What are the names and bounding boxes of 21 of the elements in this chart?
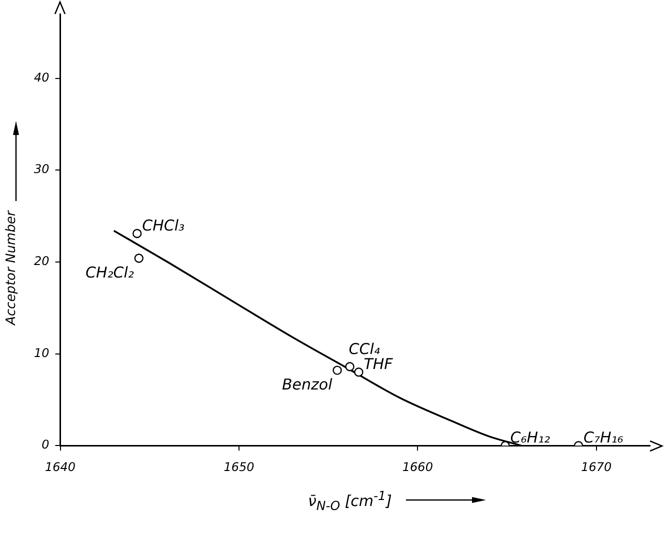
annotation: Benzol xyxy=(282,375,334,394)
y-tick-label: 40 xyxy=(34,70,50,84)
y-axis-title: Acceptor Number xyxy=(4,210,19,325)
annotation: CHCl₃ xyxy=(142,216,185,234)
x-tick-label: 1640 xyxy=(44,460,76,474)
annotation: C₇H₁₆ xyxy=(584,428,624,447)
y-tick-label: 10 xyxy=(34,346,50,360)
annotation: CH₂Cl₂ xyxy=(85,263,134,282)
x-tick-label: 1670 xyxy=(581,460,612,474)
point xyxy=(332,366,342,375)
y-tick-label: 30 xyxy=(34,162,50,176)
x-axis-title: ν̄$_{N-O}$ [cm$^{-1}$] xyxy=(308,488,392,513)
y-tick-label: 20 xyxy=(34,254,50,268)
y-tick-label: 0 xyxy=(42,438,50,452)
x-tick-label: 1650 xyxy=(224,460,255,474)
point xyxy=(354,368,364,377)
x-tick-label: 1660 xyxy=(402,460,434,474)
point xyxy=(132,228,142,238)
point xyxy=(134,254,144,263)
annotation: C₆H₁₂ xyxy=(510,428,550,447)
point xyxy=(345,362,354,372)
